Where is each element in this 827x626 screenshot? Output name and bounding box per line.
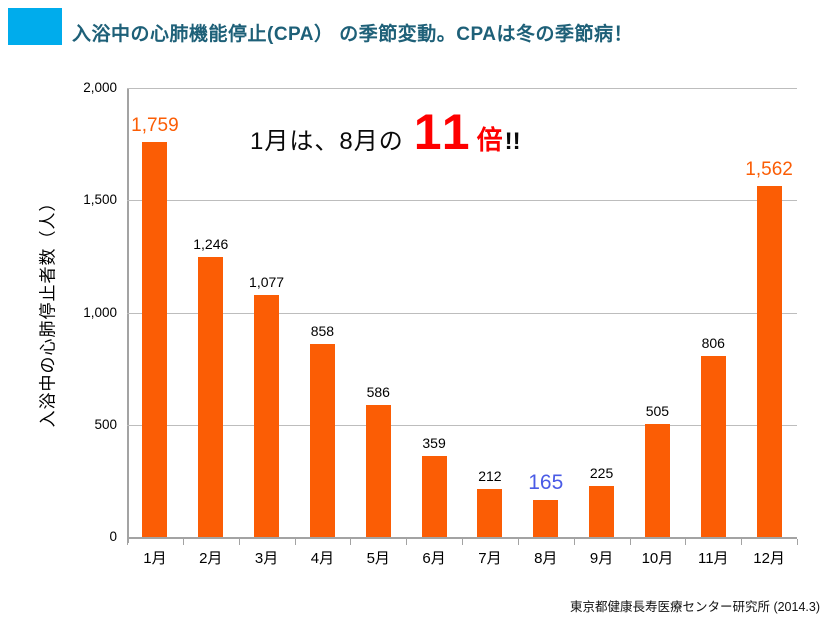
y-tick-label-2000: 2,000 (83, 80, 117, 95)
bar-3月 (254, 295, 280, 537)
bar-9月 (589, 486, 615, 537)
x-label-5月: 5月 (366, 550, 390, 567)
x-axis-tick (238, 539, 240, 545)
annotation-prefix: 1月は、8月の (250, 128, 404, 155)
y-tick-label-1500: 1,500 (83, 192, 117, 208)
value-label-6月: 359 (422, 435, 446, 451)
x-axis-tick (741, 539, 743, 545)
x-axis-tick (517, 539, 519, 545)
value-label-11月: 806 (701, 335, 725, 351)
gridline-500 (127, 424, 797, 426)
x-axis-tick (350, 539, 352, 545)
y-axis-title: 入浴中の心肺停止者数（人） (38, 193, 58, 428)
x-label-1月: 1月 (143, 550, 167, 567)
bar-6月 (421, 456, 447, 537)
x-axis-tick (629, 539, 631, 545)
bar-5月 (365, 405, 391, 537)
x-axis-tick (182, 539, 184, 545)
title-bullet-icon (8, 8, 62, 45)
y-tick-label-0: 0 (109, 529, 117, 544)
slide-header: 入浴中の心肺機能停止(CPA） の季節変動。CPAは冬の季節病！ (0, 0, 827, 56)
bar-12月 (756, 186, 782, 537)
source-attribution: 東京都健康長寿医療センター研究所 (2014.3) (569, 600, 820, 614)
bar-8月 (533, 500, 559, 537)
bar-2月 (198, 257, 224, 537)
annotation-suffix: !! (504, 128, 521, 155)
value-label-7月: 212 (478, 468, 502, 484)
x-label-6月: 6月 (422, 550, 446, 567)
slide-title: 入浴中の心肺機能停止(CPA） の季節変動。CPAは冬の季節病！ (72, 24, 634, 45)
value-label-5月: 586 (366, 384, 390, 400)
value-label-12月: 1,562 (745, 159, 793, 180)
annotation-multiplier: 11 (413, 104, 473, 160)
bar-1月 (142, 142, 168, 537)
bar-10月 (644, 424, 670, 537)
y-tick-label-1000: 1,000 (83, 304, 117, 320)
value-label-3月: 1,077 (249, 274, 285, 290)
x-label-4月: 4月 (310, 550, 335, 567)
gridline-1000 (127, 312, 797, 314)
x-label-7月: 7月 (478, 550, 502, 567)
y-axis-line (127, 88, 129, 543)
y-tick-label-500: 500 (94, 416, 117, 432)
value-label-2月: 1,246 (193, 236, 229, 252)
x-label-10月: 10月 (641, 550, 674, 567)
x-label-11月: 11月 (697, 550, 729, 567)
value-label-8月: 165 (528, 471, 564, 494)
x-axis-tick (797, 539, 798, 545)
x-axis-tick (406, 539, 408, 545)
gridline-1500 (127, 200, 797, 202)
x-label-12月: 12月 (753, 550, 785, 567)
bar-11月 (700, 356, 726, 537)
x-label-3月: 3月 (254, 550, 279, 567)
ratio-annotation: 1月は、8月の 11 倍 !! (250, 103, 521, 161)
x-axis-tick (462, 539, 463, 545)
x-axis-tick (294, 539, 296, 545)
gridline-2000 (127, 88, 797, 89)
x-axis-tick (573, 539, 575, 545)
x-label-2月: 2月 (199, 550, 223, 567)
value-label-9月: 225 (589, 465, 614, 481)
value-label-4月: 858 (310, 323, 335, 339)
x-axis-line (127, 537, 797, 539)
x-label-8月: 8月 (534, 550, 558, 567)
plot-area: 1,759 1月 1,246 2月 1,077 3月 858 4月 586 5月 359 6月 212 7… (127, 88, 798, 567)
bar-7月 (477, 489, 503, 537)
value-label-10月: 505 (645, 403, 670, 419)
x-axis-tick (127, 539, 128, 545)
bar-4月 (309, 344, 335, 537)
value-label-1月: 1,759 (131, 115, 179, 136)
annotation-unit: 倍 (476, 125, 503, 155)
x-label-9月: 9月 (589, 550, 614, 567)
x-axis-tick (685, 539, 687, 545)
